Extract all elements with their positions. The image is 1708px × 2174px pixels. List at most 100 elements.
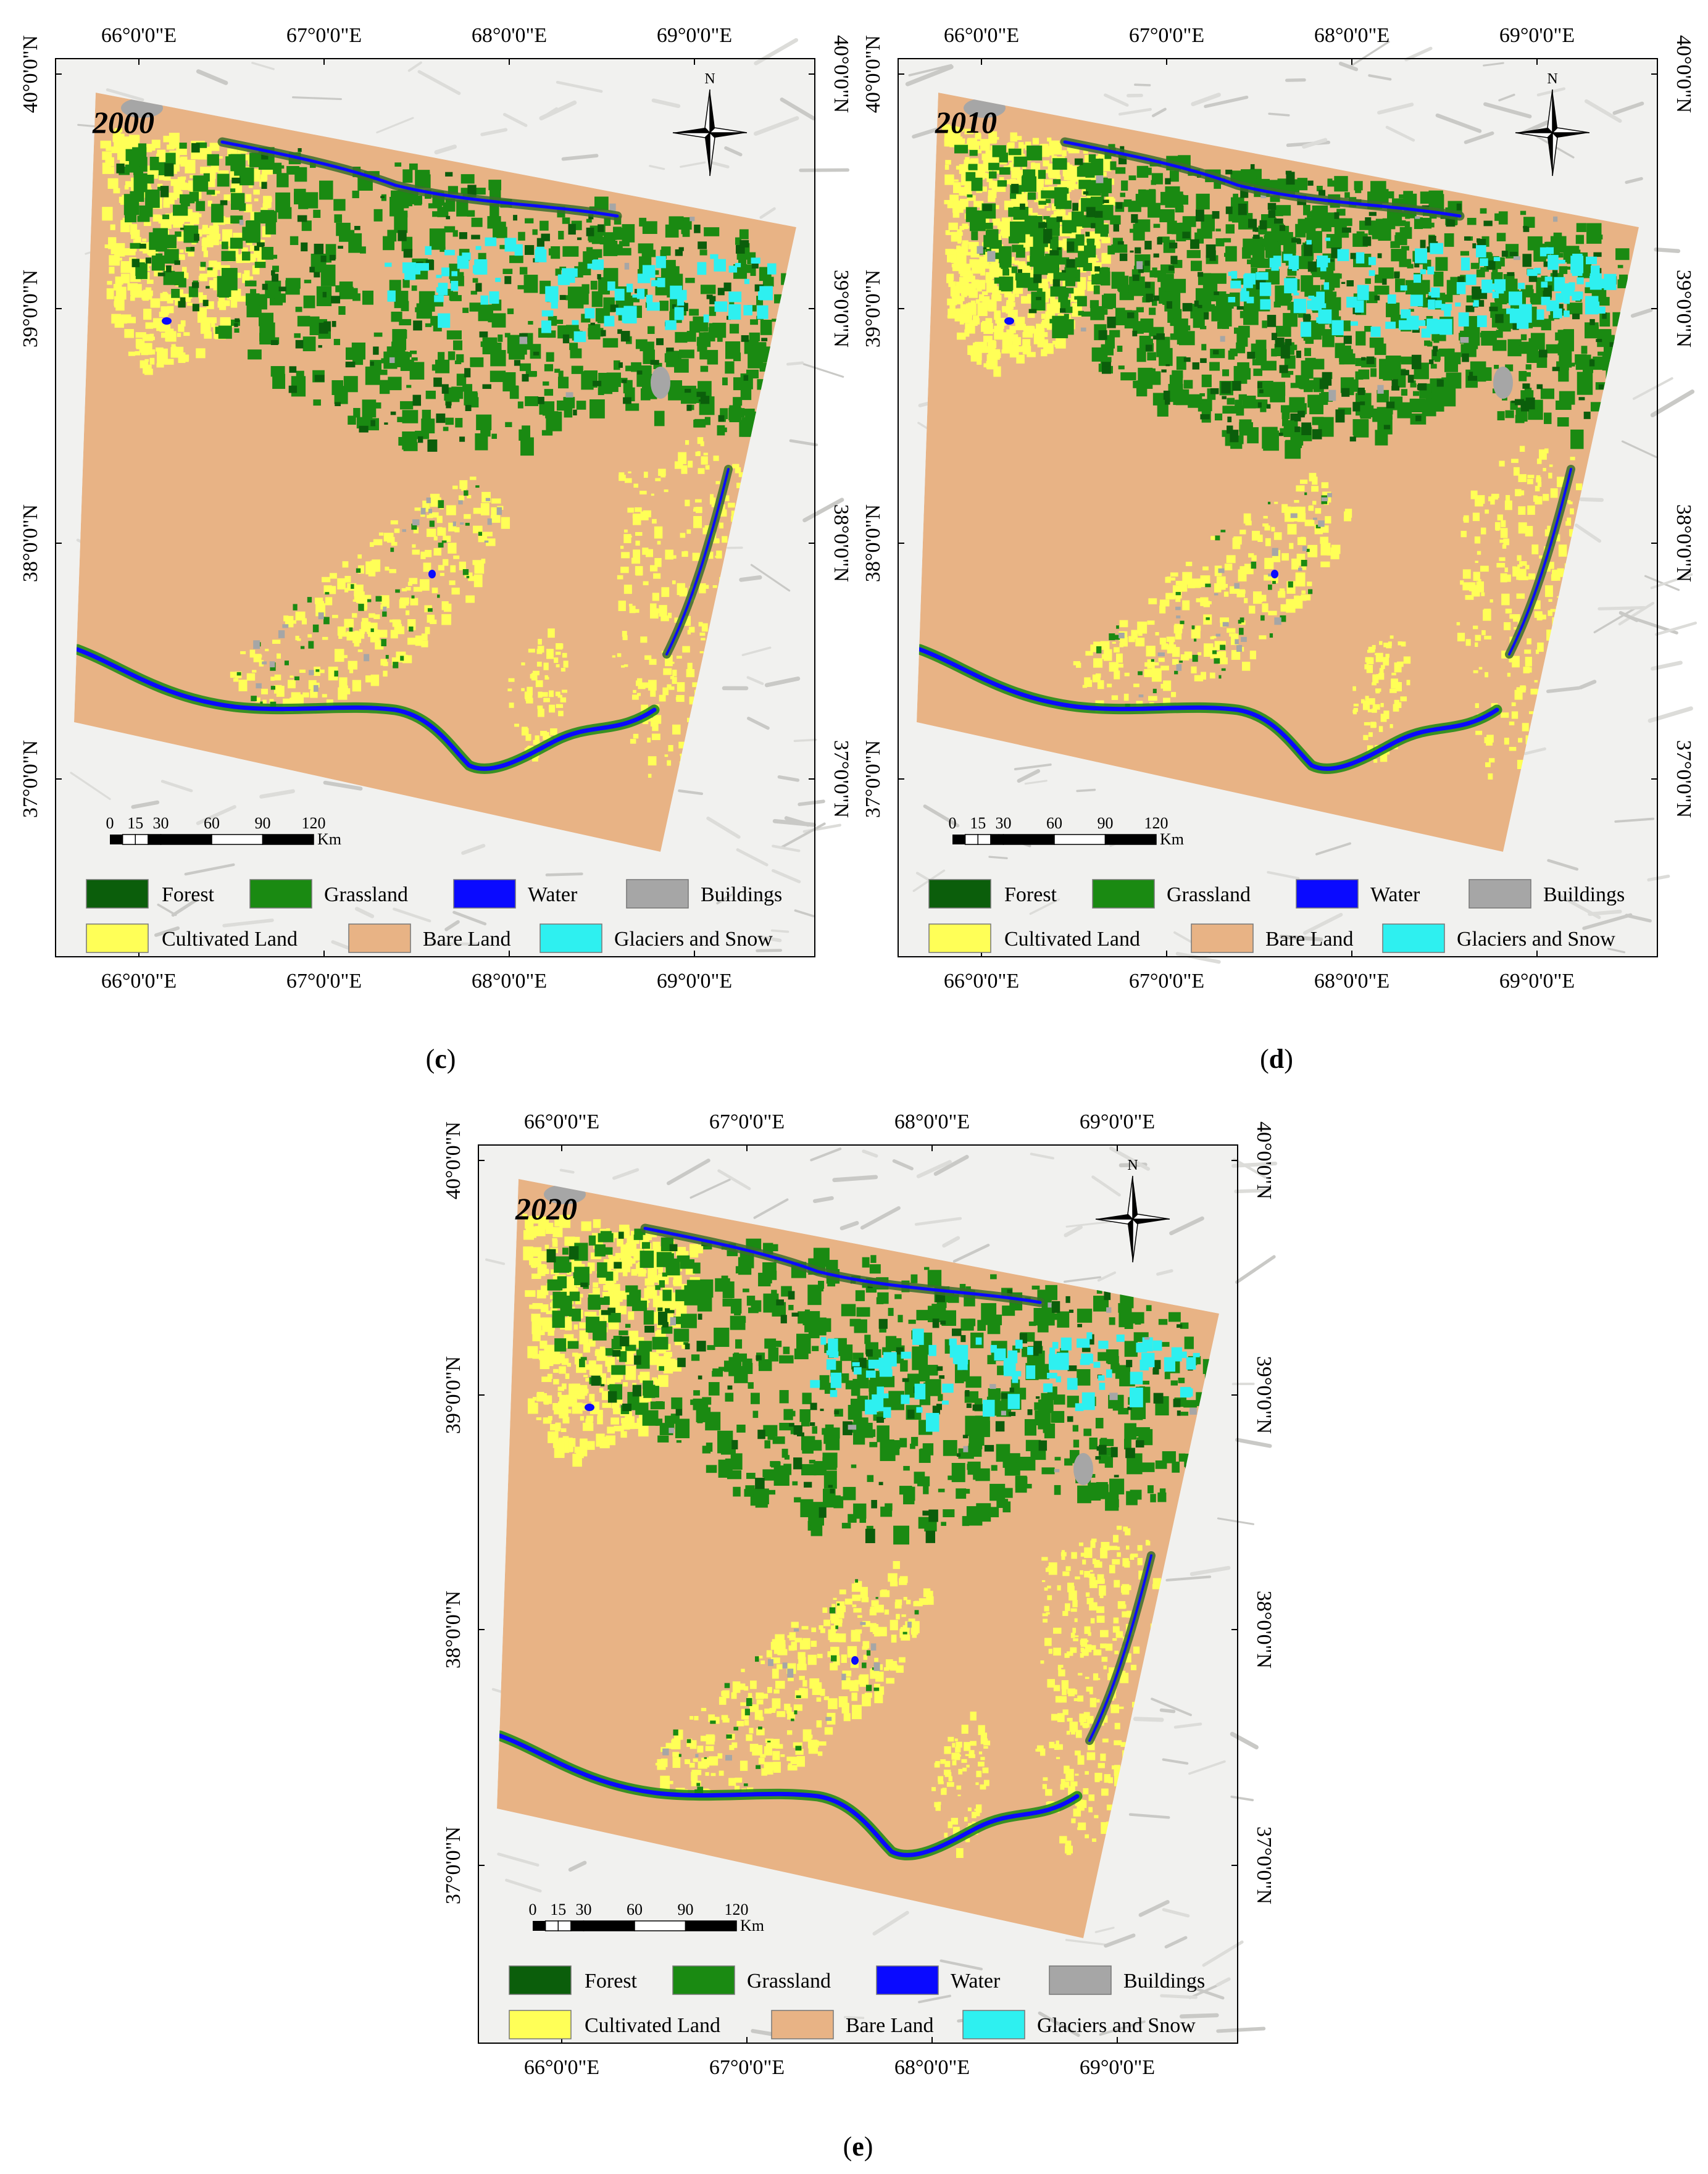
legend-label: Buildings bbox=[701, 883, 782, 906]
year-label: 2020 bbox=[515, 1191, 577, 1226]
river-water bbox=[1088, 1554, 1152, 1742]
latitude-label-right: 37°0'0"N bbox=[1672, 740, 1695, 818]
latitude-label-right: 38°0'0"N bbox=[830, 504, 852, 582]
latitude-label-right: 38°0'0"N bbox=[1252, 1591, 1275, 1668]
city-buildings bbox=[1493, 367, 1513, 399]
legend-swatch bbox=[1049, 1965, 1112, 1995]
scale-unit: Km bbox=[740, 1917, 764, 1935]
scale-tick-label: 60 bbox=[1046, 814, 1062, 832]
latitude-label-left: 37°0'0"N bbox=[19, 740, 42, 818]
longitude-label-top: 69°0'0"E bbox=[657, 24, 732, 47]
reservoir-water bbox=[1004, 317, 1014, 325]
legend-swatch bbox=[86, 879, 149, 909]
latitude-label-right: 40°0'0"N bbox=[1672, 35, 1695, 113]
map-panel-2020: 66°0'0"E 66°0'0"E 67°0'0"E 67°0'0"E 68°0'0"E… bbox=[423, 1086, 1278, 2086]
year-label: 2010 bbox=[935, 105, 997, 140]
north-arrow-label: N bbox=[1547, 71, 1557, 87]
cultivated-land-central bbox=[931, 1711, 991, 1859]
north-arrow-label: N bbox=[704, 71, 715, 87]
year-label: 2000 bbox=[92, 105, 154, 140]
river-water bbox=[498, 1733, 1080, 1857]
forest-mountains bbox=[982, 146, 1617, 443]
latitude-label-left: 40°0'0"N bbox=[19, 35, 42, 113]
longitude-label-bottom: 66°0'0"E bbox=[944, 970, 1019, 993]
scale-tick-label: 60 bbox=[204, 814, 220, 832]
longitude-label-bottom: 69°0'0"E bbox=[1499, 970, 1575, 993]
north-arrow-icon: N bbox=[1095, 1157, 1170, 1263]
river-water bbox=[665, 468, 730, 656]
longitude-label-top: 67°0'0"E bbox=[286, 24, 362, 47]
latitude-label-left: 37°0'0"N bbox=[862, 740, 885, 818]
scale-tick-label: 30 bbox=[153, 814, 169, 832]
latitude-label-left: 39°0'0"N bbox=[862, 270, 885, 348]
latitude-label-left: 38°0'0"N bbox=[862, 504, 885, 582]
land-cover-scene bbox=[497, 1179, 1219, 1938]
longitude-label-bottom: 66°0'0"E bbox=[524, 2056, 599, 2079]
longitude-label-top: 66°0'0"E bbox=[101, 24, 177, 47]
legend-swatch bbox=[1296, 879, 1359, 909]
scale-tick-label: 90 bbox=[1098, 814, 1114, 832]
cultivated-land-east bbox=[1456, 446, 1583, 780]
longitude-label-bottom: 69°0'0"E bbox=[1080, 2056, 1155, 2079]
legend-swatch bbox=[86, 923, 149, 953]
latitude-label-right: 37°0'0"N bbox=[830, 740, 852, 818]
legend-swatch bbox=[962, 2010, 1025, 2039]
city-buildings bbox=[651, 367, 670, 399]
legend-label: Water bbox=[1370, 883, 1420, 906]
legend-label: Cultivated Land bbox=[1004, 928, 1140, 951]
scale-tick-label: 15 bbox=[127, 814, 143, 832]
scale-tick-label: 30 bbox=[576, 1901, 592, 1918]
longitude-label-top: 68°0'0"E bbox=[1314, 24, 1389, 47]
longitude-label-bottom: 67°0'0"E bbox=[286, 970, 362, 993]
cultivated-land-east bbox=[1035, 1525, 1161, 1855]
longitude-label-bottom: 68°0'0"E bbox=[472, 970, 547, 993]
legend-label: Grassland bbox=[747, 1970, 831, 1993]
longitude-label-bottom: 68°0'0"E bbox=[1314, 970, 1389, 993]
longitude-label-top: 69°0'0"E bbox=[1080, 1110, 1155, 1133]
reservoir-water bbox=[162, 317, 172, 325]
latitude-label-right: 40°0'0"N bbox=[1252, 1122, 1275, 1199]
map-panel-2010: 66°0'0"E 66°0'0"E 67°0'0"E 67°0'0"E 68°0'0"E… bbox=[843, 0, 1698, 1000]
north-arrow-icon: N bbox=[1515, 71, 1590, 177]
longitude-label-bottom: 66°0'0"E bbox=[101, 970, 177, 993]
scale-tick-label: 90 bbox=[678, 1901, 694, 1918]
legend-swatch bbox=[1092, 879, 1155, 909]
legend-label: Grassland bbox=[1167, 883, 1251, 906]
legend-swatch bbox=[249, 879, 312, 909]
legend-swatch bbox=[453, 879, 516, 909]
latitude-label-left: 38°0'0"N bbox=[19, 504, 42, 582]
legend-swatch bbox=[1191, 923, 1254, 953]
longitude-label-bottom: 68°0'0"E bbox=[894, 2056, 970, 2079]
terrain-relief bbox=[485, 1146, 1278, 2038]
legend-label: Water bbox=[951, 1970, 1001, 1993]
latitude-label-left: 40°0'0"N bbox=[442, 1122, 465, 1199]
grassland-mountains bbox=[119, 142, 796, 456]
legend-label: Forest bbox=[1004, 883, 1057, 906]
longitude-label-top: 66°0'0"E bbox=[944, 24, 1019, 47]
legend-swatch bbox=[876, 1965, 939, 1995]
longitude-label-top: 67°0'0"E bbox=[1129, 24, 1204, 47]
north-arrow-label: N bbox=[1127, 1157, 1138, 1173]
scale-tick-label: 0 bbox=[106, 814, 114, 832]
legend-swatch bbox=[928, 879, 991, 909]
legend-label: Bare Land bbox=[846, 2014, 934, 2037]
caption-c: (c) bbox=[425, 1044, 456, 1074]
legend-swatch bbox=[509, 1965, 572, 1995]
land-cover-map-2000: 66°0'0"E 66°0'0"E 67°0'0"E 67°0'0"E 68°0'0"E… bbox=[19, 24, 852, 993]
legend-swatch bbox=[626, 879, 689, 909]
scale-tick-label: 30 bbox=[996, 814, 1012, 832]
scale-tick-label: 120 bbox=[302, 814, 326, 832]
river-water bbox=[220, 140, 619, 218]
scale-tick-label: 90 bbox=[255, 814, 271, 832]
legend-label: Bare Land bbox=[1265, 928, 1354, 951]
buildings-south bbox=[253, 498, 502, 692]
glaciers-snow bbox=[1228, 237, 1617, 338]
longitude-label-bottom: 67°0'0"E bbox=[1129, 970, 1204, 993]
legend-label: Cultivated Land bbox=[585, 2014, 720, 2037]
latitude-label-left: 39°0'0"N bbox=[442, 1356, 465, 1434]
legend-label: Buildings bbox=[1123, 1970, 1205, 1993]
legend-label: Glaciers and Snow bbox=[1457, 928, 1615, 951]
longitude-label-top: 68°0'0"E bbox=[894, 1110, 970, 1133]
terrain-relief bbox=[70, 38, 849, 952]
